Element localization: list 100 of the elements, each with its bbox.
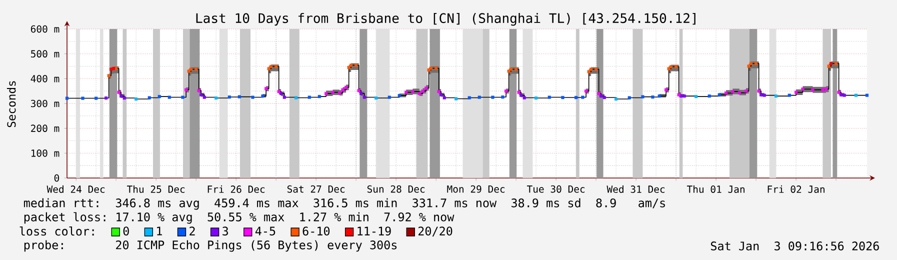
- point: [674, 65, 678, 68]
- x-tick-label: Wed 31 Dec: [606, 185, 665, 193]
- y-tick-label: 300 m: [30, 100, 60, 108]
- point: [418, 92, 421, 96]
- point: [801, 88, 804, 91]
- point: [829, 62, 833, 66]
- point: [534, 96, 538, 100]
- point: [282, 96, 286, 99]
- point: [440, 93, 443, 96]
- legend-label: 20/20: [418, 226, 452, 236]
- point: [184, 88, 188, 92]
- x-tick-label: Wed 24 Dec: [46, 185, 105, 193]
- point: [424, 86, 428, 90]
- point: [677, 93, 680, 96]
- point: [507, 70, 510, 73]
- point: [501, 95, 504, 99]
- point: [664, 88, 668, 92]
- point: [504, 90, 508, 93]
- point: [65, 96, 69, 100]
- point: [750, 62, 753, 66]
- point: [388, 96, 391, 99]
- point: [597, 92, 600, 96]
- point: [600, 94, 603, 98]
- point: [168, 96, 171, 99]
- point: [865, 94, 869, 97]
- point: [670, 65, 673, 68]
- point: [214, 96, 218, 100]
- point: [437, 90, 440, 94]
- point: [468, 96, 471, 100]
- point: [731, 90, 734, 94]
- x-tick-label: Thu 01 Jan: [686, 185, 744, 193]
- point: [760, 93, 763, 96]
- point: [117, 90, 120, 94]
- point: [341, 88, 344, 92]
- point: [308, 96, 311, 99]
- x-tick-label: Sat 27 Dec: [287, 185, 345, 193]
- point: [794, 90, 798, 94]
- legend-label: 6-10: [302, 226, 330, 236]
- point: [280, 92, 283, 96]
- point: [854, 94, 858, 97]
- point: [628, 96, 631, 100]
- point: [430, 66, 433, 70]
- point: [354, 64, 358, 67]
- x-tick-label: Tue 30 Dec: [526, 185, 585, 193]
- legend-label: 3: [222, 226, 228, 236]
- point: [421, 90, 424, 93]
- point: [827, 64, 830, 68]
- y-tick-label: 0: [54, 174, 60, 182]
- point: [294, 96, 298, 100]
- point: [427, 68, 430, 72]
- point: [270, 64, 273, 68]
- point: [774, 94, 778, 98]
- legend-label: 2: [190, 226, 195, 236]
- point: [842, 94, 846, 97]
- point: [708, 94, 711, 98]
- point: [694, 94, 698, 98]
- point: [561, 96, 564, 100]
- point: [194, 68, 198, 71]
- point: [762, 94, 766, 97]
- point: [517, 90, 520, 94]
- point: [267, 67, 270, 70]
- point: [454, 97, 458, 100]
- point: [522, 96, 526, 100]
- point: [238, 95, 241, 98]
- point: [398, 94, 401, 98]
- point: [491, 96, 494, 99]
- text: Sat Jan 3 09:16:56 2026: [710, 242, 879, 250]
- text: packet loss: 17.10 % avg 50.55 % max 1.27 % min 7.92 % now: [24, 212, 454, 224]
- point: [574, 96, 578, 100]
- point: [724, 92, 728, 95]
- point: [344, 86, 348, 89]
- point: [821, 88, 824, 92]
- point: [510, 68, 513, 71]
- y-tick-label: 600 m: [30, 25, 60, 33]
- point: [718, 93, 721, 96]
- x-tick-label: Fri 26 Dec: [208, 185, 265, 193]
- y-tick-label: 400 m: [30, 74, 60, 82]
- point: [747, 64, 750, 68]
- point: [584, 90, 588, 93]
- point: [404, 90, 408, 94]
- x-tick-label: Sun 28 Dec: [367, 185, 425, 193]
- point: [514, 68, 518, 71]
- point: [148, 96, 151, 100]
- point: [757, 90, 760, 93]
- x-tick-label: Mon 29 Dec: [447, 185, 505, 193]
- point: [478, 96, 481, 99]
- point: [107, 74, 110, 78]
- point: [434, 66, 438, 70]
- point: [744, 90, 748, 93]
- point: [122, 96, 126, 100]
- point: [350, 64, 353, 67]
- legend-label: 1: [157, 226, 162, 236]
- point: [581, 96, 584, 99]
- legend-title: loss color:: [20, 226, 94, 236]
- point: [134, 97, 138, 101]
- point: [251, 96, 254, 99]
- point: [834, 62, 838, 66]
- point: [114, 66, 118, 70]
- point: [590, 68, 593, 71]
- y-tick-label: 200 m: [31, 124, 60, 132]
